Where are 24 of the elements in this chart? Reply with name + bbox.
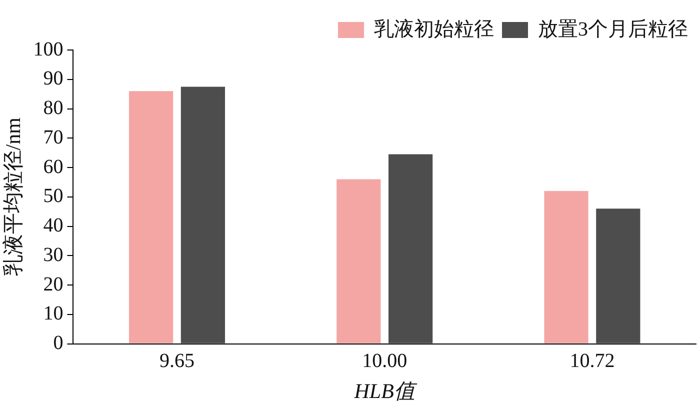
y-tick-label: 100 [33, 38, 64, 60]
bar [180, 86, 226, 344]
bar [596, 208, 640, 344]
y-tick-label: 90 [43, 68, 64, 90]
y-tick-label: 80 [43, 97, 64, 120]
bar [388, 154, 433, 344]
y-tick-label: 70 [43, 126, 64, 148]
bar [336, 179, 381, 344]
bar [544, 191, 588, 344]
y-tick-label: 50 [43, 185, 64, 208]
x-tick-label: 10.00 [362, 350, 408, 372]
bar [128, 91, 174, 344]
y-tick-label: 60 [43, 156, 64, 178]
x-tick-label: 9.65 [160, 350, 194, 372]
y-tick-label: 30 [43, 244, 64, 266]
y-axis-title: 乳液平均粒径/nm [1, 118, 26, 276]
y-tick-label: 10 [43, 302, 64, 325]
y-tick-label: 40 [43, 214, 64, 237]
legend-label: 放置3个月后粒径 [538, 18, 688, 40]
x-tick-label: 10.72 [570, 350, 615, 372]
y-tick-label: 0 [53, 332, 64, 354]
x-axis-title: HLB值 [353, 378, 418, 403]
y-tick-label: 20 [43, 273, 64, 296]
legend-label: 乳液初始粒径 [374, 18, 494, 40]
